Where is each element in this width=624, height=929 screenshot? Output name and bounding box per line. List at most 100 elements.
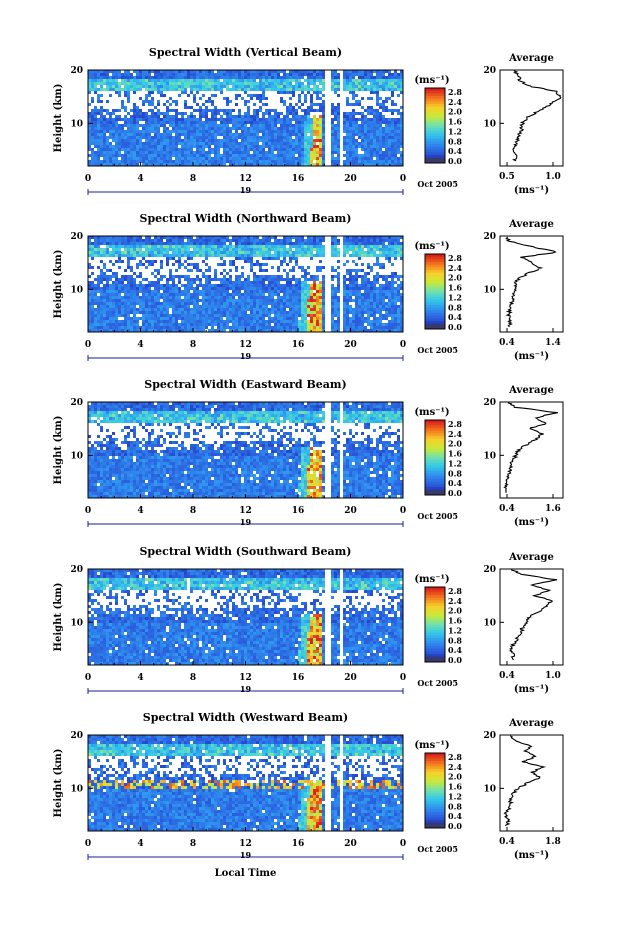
heatmap-cell	[214, 136, 217, 139]
heatmap-cell	[244, 82, 247, 85]
heatmap-cell	[160, 136, 163, 139]
heatmap-cell	[130, 115, 133, 118]
heatmap-cell	[262, 302, 265, 305]
heatmap-cell	[280, 287, 283, 290]
heatmap-cell	[295, 260, 298, 263]
heatmap-cell	[172, 88, 175, 91]
heatmap-cell	[334, 323, 337, 326]
heatmap-cell	[400, 124, 403, 127]
heatmap-cell	[91, 124, 94, 127]
heatmap-cell	[97, 145, 100, 148]
heatmap-cell	[271, 266, 274, 269]
heatmap-cell	[388, 79, 391, 82]
heatmap-cell	[91, 142, 94, 145]
heatmap-cell	[196, 242, 199, 245]
heatmap-cell	[154, 317, 157, 320]
heatmap-cell	[298, 133, 301, 136]
heatmap-cell	[316, 236, 319, 239]
heatmap-cell	[268, 293, 271, 296]
heatmap-cell	[94, 76, 97, 79]
heatmap-cell	[202, 130, 205, 133]
heatmap-cell	[139, 70, 142, 73]
heatmap-cell	[391, 139, 394, 142]
heatmap-cell	[274, 163, 277, 166]
heatmap-cell	[175, 160, 178, 163]
heatmap-cell	[202, 305, 205, 308]
heatmap-cell	[187, 130, 190, 133]
heatmap-cell	[247, 163, 250, 166]
heatmap-cell	[289, 130, 292, 133]
heatmap-cell	[253, 109, 256, 112]
heatmap-cell	[118, 145, 121, 148]
heatmap-cell	[373, 88, 376, 91]
heatmap-cell	[217, 245, 220, 248]
heatmap-cell	[298, 245, 301, 248]
heatmap-cell	[184, 145, 187, 148]
heatmap-cell	[346, 157, 349, 160]
heatmap-cell	[379, 151, 382, 154]
heatmap-cell	[160, 151, 163, 154]
heatmap-cell	[280, 308, 283, 311]
heatmap-cell	[175, 251, 178, 254]
heatmap-cell	[214, 293, 217, 296]
heatmap-cell	[100, 281, 103, 284]
heatmap-cell	[235, 269, 238, 272]
heatmap-cell	[316, 308, 319, 311]
heatmap-cell	[133, 148, 136, 151]
heatmap-cell	[193, 278, 196, 281]
heatmap-cell	[202, 329, 205, 332]
heatmap-cell	[139, 242, 142, 245]
heatmap-cell	[241, 133, 244, 136]
heatmap-cell	[106, 236, 109, 239]
heatmap-cell	[205, 157, 208, 160]
heatmap-cell	[319, 314, 322, 317]
heatmap-cell	[97, 296, 100, 299]
heatmap-cell	[169, 296, 172, 299]
heatmap-cell	[187, 115, 190, 118]
heatmap-cell	[361, 112, 364, 115]
heatmap-cell	[94, 326, 97, 329]
heatmap-cell	[139, 272, 142, 275]
heatmap-cell	[169, 163, 172, 166]
heatmap-cell	[274, 278, 277, 281]
heatmap-cell	[346, 299, 349, 302]
heatmap-cell	[166, 154, 169, 157]
heatmap-cell	[322, 305, 325, 308]
heatmap-cell	[367, 151, 370, 154]
heatmap-cell	[247, 106, 250, 109]
heatmap-cell	[160, 320, 163, 323]
heatmap-cell	[91, 323, 94, 326]
heatmap-cell	[208, 145, 211, 148]
heatmap-cell	[316, 251, 319, 254]
heatmap-cell	[175, 103, 178, 106]
heatmap-cell	[124, 142, 127, 145]
heatmap-cell	[388, 82, 391, 85]
heatmap-cell	[259, 121, 262, 124]
heatmap-cell	[280, 260, 283, 263]
heatmap-cell	[166, 248, 169, 251]
heatmap-cell	[322, 82, 325, 85]
heatmap-cell	[88, 121, 91, 124]
heatmap-cell	[391, 88, 394, 91]
heatmap-cell	[169, 242, 172, 245]
heatmap-cell	[316, 296, 319, 299]
heatmap-cell	[94, 323, 97, 326]
heatmap-cell	[277, 275, 280, 278]
heatmap-cell	[196, 293, 199, 296]
heatmap-cell	[262, 329, 265, 332]
heatmap-cell	[319, 236, 322, 239]
heatmap-cell	[247, 275, 250, 278]
heatmap-cell	[292, 326, 295, 329]
heatmap-cell	[286, 284, 289, 287]
heatmap-cell	[148, 145, 151, 148]
heatmap-cell	[304, 275, 307, 278]
heatmap-cell	[190, 136, 193, 139]
heatmap-cell	[301, 290, 304, 293]
heatmap-cell	[367, 88, 370, 91]
heatmap-cell	[250, 124, 253, 127]
heatmap-cell	[157, 329, 160, 332]
heatmap-cell	[166, 284, 169, 287]
heatmap-cell	[334, 160, 337, 163]
heatmap-cell	[208, 73, 211, 76]
heatmap-cell	[220, 127, 223, 130]
